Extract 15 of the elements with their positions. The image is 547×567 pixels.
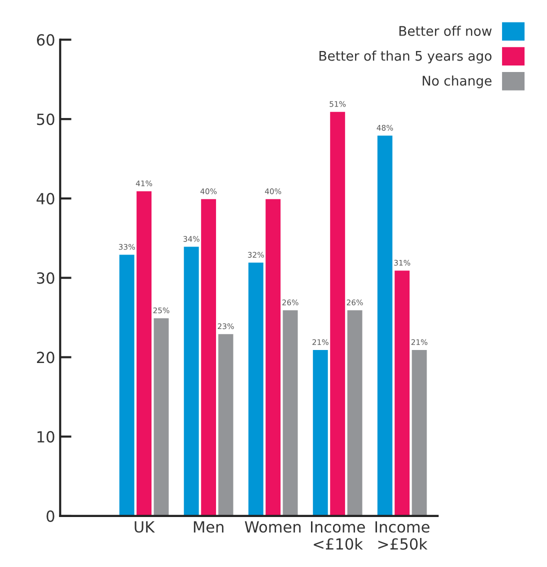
- legend-label: Better off now: [399, 26, 492, 36]
- y-tick-label: 0: [46, 510, 54, 522]
- legend-label: No change: [422, 76, 492, 88]
- y-tick-label: 40: [36, 192, 54, 204]
- legend-label: Better of than 5 years ago: [320, 50, 492, 64]
- x-tick-label: Women: [244, 521, 301, 533]
- x-tick-label: Men: [194, 521, 224, 533]
- x-tick-label: Income >£50k: [376, 521, 430, 550]
- y-tick-label: 50: [37, 114, 54, 126]
- y-tick-label: 10: [38, 431, 54, 443]
- x-tick-label: UK: [134, 521, 155, 533]
- x-tick-label: Income <£10k: [310, 521, 365, 550]
- y-tick-label: 20: [36, 352, 54, 364]
- y-tick-label: 30: [37, 272, 54, 284]
- y-tick-label: 60: [36, 34, 54, 46]
